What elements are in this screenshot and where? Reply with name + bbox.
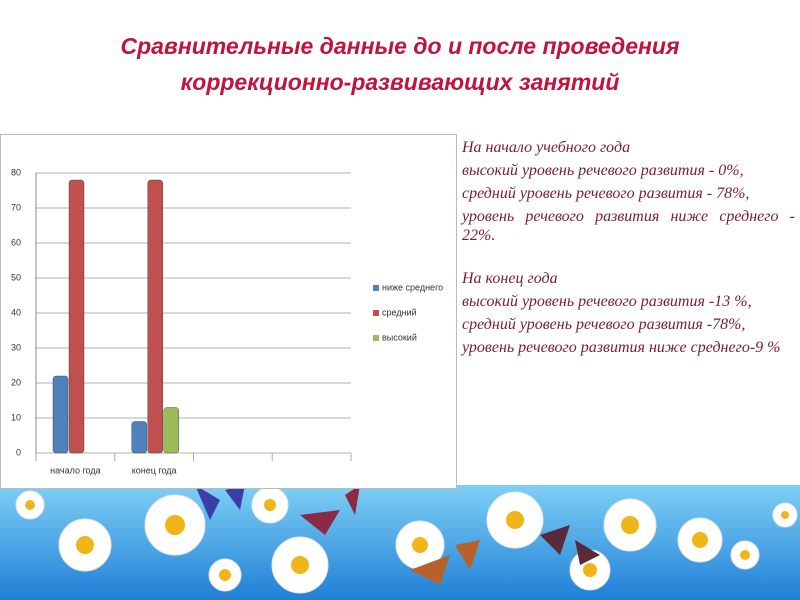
x-tick-label: начало года bbox=[50, 465, 100, 475]
paragraph: средний уровень речевого развития - 78%, bbox=[462, 185, 750, 202]
y-tick-label: 20 bbox=[11, 377, 21, 387]
y-tick-label: 70 bbox=[11, 202, 21, 212]
bar bbox=[147, 179, 163, 454]
y-tick-label: 50 bbox=[11, 272, 21, 282]
flower-border bbox=[0, 485, 800, 600]
y-tick-label: 40 bbox=[11, 307, 21, 317]
slide-title: Сравнительные данные до и после проведен… bbox=[0, 28, 800, 100]
legend-label: ниже среднего bbox=[382, 282, 443, 292]
title-line: Сравнительные данные до и после проведен… bbox=[120, 33, 680, 59]
x-tick-label: конец года bbox=[132, 465, 177, 475]
legend-swatch bbox=[373, 285, 379, 291]
y-tick-label: 60 bbox=[11, 237, 21, 247]
legend-swatch bbox=[373, 310, 379, 316]
paragraph: уровень речевого развития ниже среднего-… bbox=[462, 339, 781, 356]
paragraph: средний уровень речевого развития -78%, bbox=[462, 316, 746, 333]
y-tick-label: 10 bbox=[11, 412, 21, 422]
chart: 0 10 20 30 40 50 60 70 80 начало года конец года ни… bbox=[0, 134, 457, 489]
y-tick-label: 30 bbox=[11, 342, 21, 352]
bar bbox=[163, 407, 179, 454]
legend-label: средний bbox=[382, 307, 417, 317]
paragraph: На конец года bbox=[462, 270, 558, 287]
paragraph: уровень речевого развития ниже среднего … bbox=[462, 208, 795, 244]
y-tick-label: 0 bbox=[16, 447, 21, 457]
bar bbox=[68, 179, 85, 454]
legend-label: высокий bbox=[382, 332, 417, 342]
text-block: На начало учебного года высокий уровень … bbox=[462, 138, 795, 361]
bar bbox=[131, 421, 147, 454]
paragraph: На начало учебного года bbox=[462, 139, 631, 156]
bar bbox=[52, 375, 69, 454]
paragraph: высокий уровень речевого развития -13 %, bbox=[462, 293, 752, 310]
paragraph: высокий уровень речевого развития - 0%, bbox=[462, 162, 744, 179]
y-tick-label: 80 bbox=[11, 167, 21, 177]
legend-swatch bbox=[373, 335, 379, 341]
title-line: коррекционно-развивающих занятий bbox=[180, 69, 620, 95]
